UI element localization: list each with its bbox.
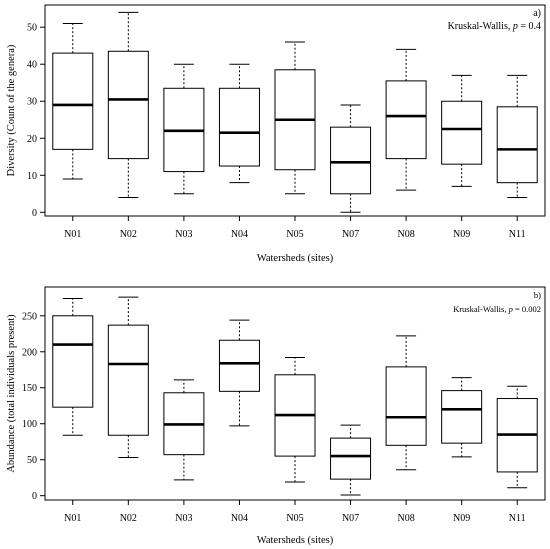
box-N03 [163,63,205,195]
box-N09 [441,74,483,187]
box-N03 [163,379,205,481]
x-tick-label: N03 [175,229,192,240]
box-N02 [107,11,149,198]
box-N01 [52,298,94,436]
iqr-box [330,126,372,195]
x-tick-label: N11 [509,229,526,240]
iqr-box [441,100,483,165]
y-tick-label: 100 [22,419,37,430]
panel-diversity: 0 10 20 30 40 50 N01 N02 N03 N04 N05 N07 N08 N09 N11 Wa… [6,4,546,264]
box-N08 [385,335,427,471]
y-tick-label: 50 [27,23,37,34]
box-N08 [385,48,427,191]
panel-label: a) [533,8,541,19]
y-tick-label: 0 [32,491,37,502]
kruskal-wallis-annotation: Kruskal-Wallis, p = 0.4 [448,21,541,32]
box-N07 [330,424,372,496]
x-tick-label: N05 [286,229,303,240]
iqr-box [385,80,427,160]
y-tick-label: 10 [27,171,37,182]
iqr-box [330,437,372,480]
box-N11 [496,385,538,489]
y-tick-label: 40 [27,60,37,71]
x-tick-label: N07 [342,229,359,240]
x-tick-label: N04 [231,229,248,240]
iqr-box [385,366,427,446]
x-tick-label: N08 [397,513,414,524]
box-N07 [330,104,372,213]
x-tick-label: N03 [175,513,192,524]
x-tick-label: N01 [64,513,81,524]
y-tick-label: 50 [27,455,37,466]
x-tick-label: N02 [120,229,137,240]
x-tick-label: N07 [342,513,359,524]
iqr-box [107,50,149,160]
x-tick-label: N09 [453,513,470,524]
iqr-box [441,390,483,444]
kruskal-wallis-annotation: Kruskal-Wallis, p = 0.002 [453,304,541,314]
y-tick-label: 20 [27,134,37,145]
iqr-box [52,52,94,150]
x-tick-label: N08 [397,229,414,240]
box-N01 [52,23,94,180]
box-N02 [107,296,149,459]
box-N04 [218,63,260,184]
panel-label: b) [534,290,541,300]
box-N09 [441,377,483,458]
x-axis-label: Watersheds (sites) [257,535,334,546]
iqr-box [218,87,260,167]
box-N04 [218,319,260,427]
x-tick-label: N01 [64,229,81,240]
x-axis-label: Watersheds (sites) [257,253,334,264]
panel-abundance: 0 50 100 150 200 250 N01 N02 N03 N04 N05 N07 N08 N09 N… [6,286,546,546]
y-tick-label: 30 [27,97,37,108]
x-tick-label: N04 [231,513,248,524]
y-axis-label: Diversity (Count of the genera) [6,44,17,176]
x-tick-label: N11 [509,513,526,524]
y-axis-label: Abundance (total individuals present) [6,314,17,473]
y-tick-label: 150 [22,383,37,394]
x-tick-label: N02 [120,513,137,524]
iqr-box [496,106,538,184]
y-tick-label: 250 [22,311,37,322]
iqr-box [52,315,94,408]
box-N05 [274,357,316,483]
box-N05 [274,41,316,195]
iqr-box [107,324,149,436]
x-tick-label: N05 [286,513,303,524]
y-tick-label: 200 [22,347,37,358]
y-tick-label: 0 [32,208,37,219]
iqr-box [218,339,260,392]
box-N11 [496,74,538,198]
x-tick-label: N09 [453,229,470,240]
